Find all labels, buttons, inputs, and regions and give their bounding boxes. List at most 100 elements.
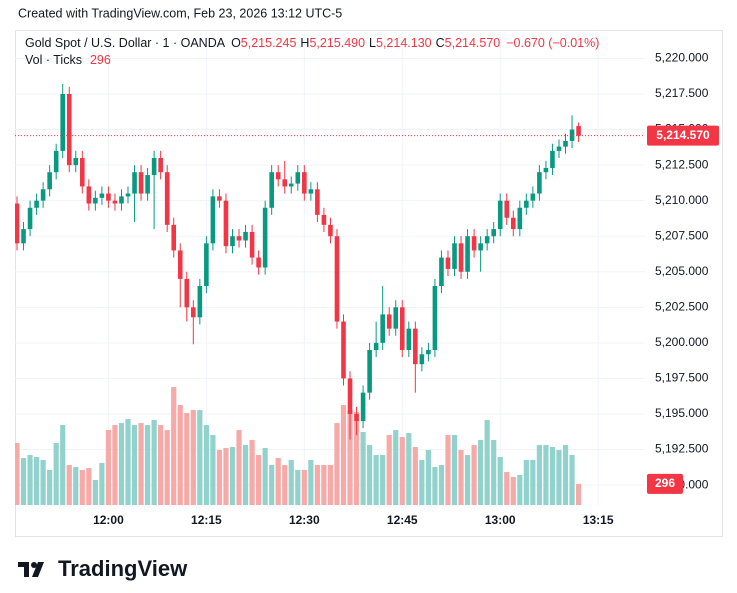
volume-bar	[27, 455, 33, 505]
legend-change: −0.670 (−0.01%)	[506, 36, 599, 50]
volume-bar	[340, 405, 347, 505]
volume-bar	[99, 463, 105, 505]
volume-bar	[197, 410, 203, 505]
volume-bar	[177, 405, 183, 505]
volume-bar	[504, 472, 510, 505]
watermark: Created with TradingView.com, Feb 23, 20…	[18, 6, 342, 20]
candle-body	[471, 236, 477, 251]
candle-body	[484, 236, 490, 244]
volume-bar	[262, 448, 268, 505]
candle-body	[308, 189, 314, 194]
candle-body	[537, 172, 542, 194]
volume-bar	[517, 475, 523, 505]
candle-body	[465, 236, 470, 272]
candle-body	[236, 236, 242, 241]
candle-body	[334, 236, 340, 322]
volume-bar	[301, 470, 307, 505]
candle-body	[132, 172, 137, 194]
volume-bar	[471, 445, 477, 505]
candle-body	[524, 200, 529, 208]
candle-body	[328, 224, 333, 237]
legend-value: 5,214.130	[376, 36, 432, 50]
volume-bar	[105, 430, 112, 505]
volume-bar	[419, 460, 425, 505]
candle-body	[125, 193, 131, 197]
candle-body	[367, 349, 372, 393]
volume-bar	[393, 430, 399, 505]
legend-key: C	[436, 36, 445, 50]
volume-bar	[445, 435, 451, 505]
candle-body	[230, 236, 235, 247]
volume-title: Vol · Ticks	[25, 53, 82, 67]
candle-body	[164, 172, 170, 225]
volume-bar	[210, 435, 216, 505]
candle-body	[86, 186, 92, 204]
candle-body	[302, 172, 307, 194]
x-tick-label: 13:00	[485, 513, 516, 527]
volume-bar	[171, 387, 177, 505]
legend-line: Gold Spot / U.S. Dollar · 1 · OANDA O 5,21…	[25, 36, 599, 50]
candle-body	[341, 321, 346, 379]
candle-body	[386, 314, 392, 329]
y-tick-label: 5,197.500	[655, 371, 709, 385]
x-tick-label: 12:00	[93, 513, 124, 527]
volume-bar	[92, 480, 98, 505]
x-tick-label: 13:15	[583, 513, 614, 527]
symbol-title: Gold Spot / U.S. Dollar · 1 · OANDA	[25, 36, 226, 50]
candle-body	[210, 196, 216, 244]
candle-body	[452, 243, 457, 269]
candle-body	[406, 328, 412, 350]
candle-body	[171, 224, 177, 251]
candle-body	[249, 231, 255, 258]
candle-body	[191, 307, 196, 318]
volume-badge-label: 296	[655, 476, 675, 490]
volume-bar	[269, 465, 275, 505]
candle-body	[360, 392, 366, 422]
candle-body	[223, 200, 229, 247]
volume-bar	[543, 445, 549, 505]
candle-body	[432, 285, 438, 350]
y-tick-label: 5,207.500	[655, 228, 709, 242]
volume-bar	[40, 460, 46, 505]
volume-bar	[347, 410, 353, 505]
volume-bar	[112, 425, 118, 505]
volume-bar	[203, 425, 209, 505]
volume-bar	[425, 450, 431, 505]
y-tick-label: 5,220.000	[655, 51, 709, 65]
candle-body	[458, 243, 464, 272]
volume-bar	[432, 467, 438, 505]
candle-body	[177, 250, 183, 279]
volume-bar	[458, 450, 464, 505]
candle-body	[295, 172, 301, 184]
volume-bar	[151, 420, 157, 505]
volume-bar	[406, 433, 412, 505]
volume-bar	[242, 445, 249, 505]
y-tick-label: 5,202.500	[655, 299, 709, 313]
candle-body	[53, 150, 59, 173]
candle-body	[145, 175, 150, 194]
candle-body	[426, 349, 431, 355]
chart-frame	[15, 30, 723, 537]
volume-bar	[530, 460, 536, 505]
volume-bar	[484, 420, 490, 505]
volume-bar	[386, 435, 392, 505]
last-price-label: 5,214.570	[656, 128, 710, 142]
volume-bar	[216, 450, 223, 505]
legend-key: O	[231, 36, 241, 50]
y-tick-label: 5,210.000	[655, 193, 709, 207]
volume-bar	[79, 470, 85, 505]
y-tick-label: 5,192.500	[655, 442, 709, 456]
volume-bar	[60, 425, 66, 505]
candle-body	[269, 172, 274, 208]
candle-body	[15, 203, 20, 244]
volume-bar	[569, 455, 575, 505]
candle-body	[478, 243, 483, 251]
candle-body	[66, 93, 72, 166]
candle-body	[347, 378, 353, 414]
candle-body	[60, 93, 66, 151]
volume-bar	[536, 445, 542, 505]
volume-bar	[223, 448, 229, 505]
candle-body	[419, 354, 425, 365]
x-tick-label: 12:15	[191, 513, 222, 527]
